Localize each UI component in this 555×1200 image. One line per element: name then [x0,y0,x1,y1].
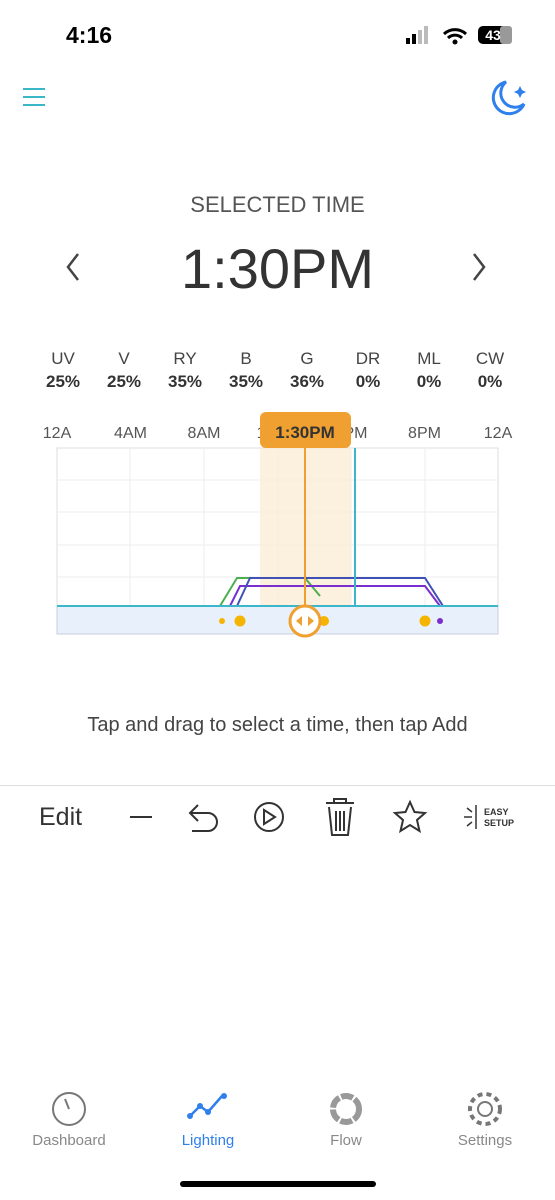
channel-value: 35% [167,372,203,391]
status-time: 4:16 [66,22,113,48]
channel-value: 0% [355,372,381,391]
channel-value: 35% [228,372,264,391]
tab[interactable]: Lighting [181,1132,235,1149]
channel-value: 25% [45,372,81,391]
undo[interactable] [188,804,218,832]
timeline-chart: 12A4AM8AM12PM4PM8PM12A 1:30PM [43,412,513,638]
tab[interactable]: Dashboard [32,1132,106,1149]
channel-value: 25% [106,372,142,391]
delete[interactable] [326,798,354,836]
time-badge: 1:30PM [275,423,335,442]
divider [0,785,555,786]
battery: 43 [485,27,501,43]
selected-label: SELECTED TIME [190,192,365,217]
channel-name: V [118,349,130,368]
timeline-label: 12A [484,425,513,442]
channel-value: 36% [289,372,325,391]
toolbar-icons: EASY SETUP [130,798,514,836]
night-mode-button[interactable] [488,78,534,118]
timeline-label: 12A [43,425,72,442]
menu-button[interactable] [22,86,46,108]
tab[interactable]: Settings [457,1132,513,1149]
channel-value: 0% [477,372,503,391]
hint: Tap and drag to select a time, then tap … [87,714,468,736]
channel-name: DR [355,349,381,368]
tab-icons [52,1092,502,1126]
edit-button[interactable]: Edit [39,803,83,831]
time-handle[interactable] [288,604,322,638]
status-icons: 43 [406,26,512,45]
tab[interactable]: Flow [330,1132,362,1149]
channel-name: ML [417,349,441,368]
channel-name: B [240,349,252,368]
channel-name: CW [475,349,505,368]
channel-value: 0% [416,372,442,391]
channel-name: UV [51,349,75,368]
timeline-label: 4AM [114,425,147,442]
prev-arrow[interactable] [66,253,79,281]
next-arrow[interactable] [473,253,486,281]
time-arrows [66,253,486,281]
timeline-label: 8PM [408,425,441,442]
play[interactable] [254,802,284,832]
channel-name: G [300,349,314,368]
home-indicator [180,1181,376,1187]
selected-time: 1:30PM [181,237,374,300]
easy-label[interactable]: EASY [484,807,509,817]
timeline-label: 8AM [188,425,221,442]
favorite[interactable] [392,799,428,834]
setup-label[interactable]: SETUP [484,818,514,828]
channel-name: RY [173,349,197,368]
